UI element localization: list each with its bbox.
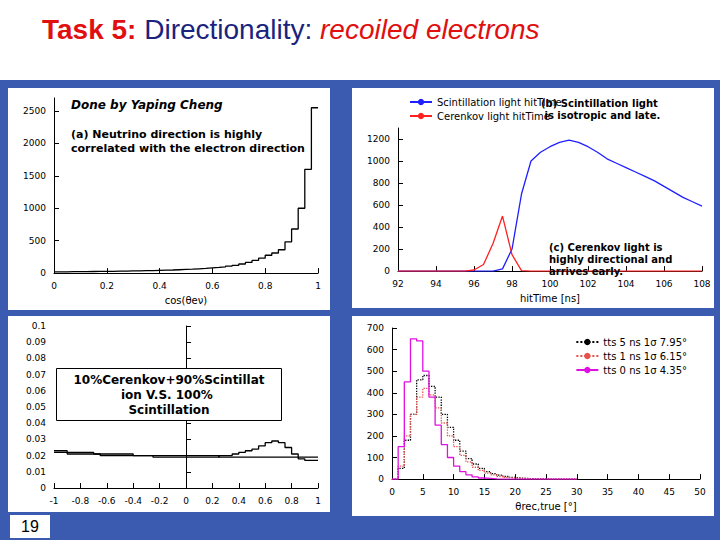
svg-text:0.05: 0.05	[26, 402, 46, 412]
svg-text:100: 100	[541, 279, 558, 289]
svg-text:10: 10	[448, 487, 460, 497]
svg-text:104: 104	[617, 279, 634, 289]
svg-text:highly directional and: highly directional and	[549, 254, 676, 265]
svg-text:(a) Neutrino direction is high: (a) Neutrino direction is highly	[71, 128, 266, 141]
svg-text:-0.2: -0.2	[151, 496, 169, 506]
svg-text:tts 1 ns 1σ 6.15°: tts 1 ns 1σ 6.15°	[603, 351, 687, 362]
svg-text:500: 500	[29, 236, 46, 246]
svg-text:0.03: 0.03	[26, 434, 46, 444]
svg-text:0.4: 0.4	[152, 281, 167, 291]
svg-text:92: 92	[392, 279, 403, 289]
svg-text:500: 500	[367, 366, 384, 376]
svg-text:Done by Yaping Cheng: Done by Yaping Cheng	[71, 98, 223, 112]
svg-text:0: 0	[40, 268, 46, 278]
svg-text:100: 100	[367, 453, 384, 463]
svg-text:300: 300	[367, 409, 384, 419]
svg-text:40: 40	[633, 487, 645, 497]
svg-text:0.8: 0.8	[258, 281, 273, 291]
svg-text:0.2: 0.2	[205, 496, 219, 506]
svg-text:700: 700	[367, 323, 384, 333]
svg-text:0: 0	[40, 483, 46, 493]
svg-text:45: 45	[663, 487, 674, 497]
svg-text:0.06: 0.06	[26, 386, 46, 396]
svg-text:96: 96	[468, 279, 480, 289]
svg-text:0: 0	[51, 281, 57, 291]
svg-text:600: 600	[367, 345, 384, 355]
svg-text:-0.8: -0.8	[72, 496, 90, 506]
svg-text:200: 200	[367, 431, 384, 441]
svg-text:0.07: 0.07	[26, 370, 46, 380]
svg-text:Cerenkov light hitTime: Cerenkov light hitTime	[437, 111, 550, 122]
svg-text:5: 5	[420, 487, 426, 497]
svg-text:1: 1	[315, 496, 321, 506]
svg-text:1: 1	[315, 281, 321, 291]
svg-text:0.08: 0.08	[26, 353, 46, 363]
svg-text:arrives early.: arrives early.	[549, 266, 623, 277]
svg-text:0.8: 0.8	[284, 496, 299, 506]
svg-text:cos(θeν): cos(θeν)	[165, 295, 208, 306]
svg-text:102: 102	[579, 279, 596, 289]
html-text:Task 5: Directionality: recoil: Task 5: Directionality: recoiled electro…	[42, 14, 540, 45]
svg-text:10%Cerenkov+90%Scintillat: 10%Cerenkov+90%Scintillat	[73, 373, 264, 387]
svg-text:(c) Cerenkov light is: (c) Cerenkov light is	[549, 242, 666, 253]
html-text:19: 19	[21, 518, 39, 535]
svg-text:0.02: 0.02	[26, 451, 46, 461]
svg-text:400: 400	[367, 388, 384, 398]
svg-text:ion V.S. 100%: ion V.S. 100%	[121, 388, 217, 402]
svg-text:0: 0	[384, 266, 390, 276]
svg-text:0.04: 0.04	[26, 418, 46, 428]
svg-text:0.6: 0.6	[205, 281, 220, 291]
svg-text:1000: 1000	[23, 203, 46, 213]
svg-text:30: 30	[571, 487, 583, 497]
svg-text:400: 400	[373, 222, 390, 232]
svg-text:(b) Scintillation light: (b) Scintillation light	[541, 98, 658, 109]
svg-text:94: 94	[430, 279, 442, 289]
svg-text:0.2: 0.2	[100, 281, 114, 291]
svg-text:98: 98	[506, 279, 518, 289]
svg-text:0: 0	[183, 496, 189, 506]
svg-text:50: 50	[694, 487, 706, 497]
svg-text:0.09: 0.09	[26, 337, 46, 347]
svg-text:0: 0	[378, 474, 384, 484]
svg-text:1000: 1000	[367, 156, 390, 166]
svg-text:1200: 1200	[367, 134, 390, 144]
svg-text:-1: -1	[50, 496, 59, 506]
svg-text:-0.4: -0.4	[124, 496, 142, 506]
svg-text:is isotropic and late.: is isotropic and late.	[541, 110, 660, 121]
svg-text:-0.6: -0.6	[98, 496, 116, 506]
svg-text:correlated with the electron d: correlated with the electron direction	[71, 142, 305, 155]
svg-text:tts 5 ns 1σ 7.95°: tts 5 ns 1σ 7.95°	[603, 337, 687, 348]
svg-text:0: 0	[389, 487, 395, 497]
svg-text:θrec,true [°]: θrec,true [°]	[515, 501, 576, 512]
svg-text:2000: 2000	[23, 138, 46, 148]
svg-text:20: 20	[509, 487, 521, 497]
svg-text:0.4: 0.4	[232, 496, 247, 506]
svg-text:600: 600	[373, 200, 390, 210]
svg-text:108: 108	[693, 279, 710, 289]
svg-text:tts 0 ns 1σ 4.35°: tts 0 ns 1σ 4.35°	[603, 365, 687, 376]
svg-text:800: 800	[373, 178, 390, 188]
svg-text:hitTime [ns]: hitTime [ns]	[520, 293, 580, 304]
svg-text:0.6: 0.6	[258, 496, 273, 506]
svg-text:25: 25	[540, 487, 551, 497]
svg-text:35: 35	[602, 487, 613, 497]
svg-text:0.1: 0.1	[32, 321, 46, 331]
svg-text:2500: 2500	[23, 106, 46, 116]
svg-text:Scintillation light hitTime: Scintillation light hitTime	[437, 96, 562, 108]
svg-text:0.01: 0.01	[26, 467, 46, 477]
svg-text:106: 106	[655, 279, 672, 289]
svg-text:200: 200	[373, 244, 390, 254]
svg-text:Scintillation: Scintillation	[128, 403, 209, 417]
svg-text:1500: 1500	[23, 171, 46, 181]
svg-text:15: 15	[479, 487, 490, 497]
